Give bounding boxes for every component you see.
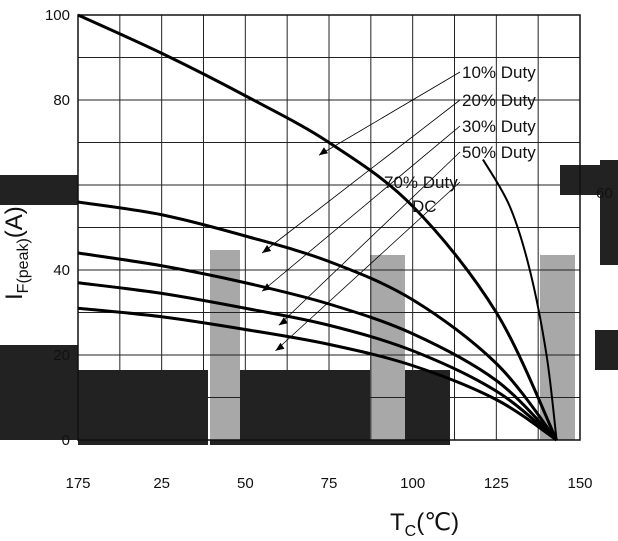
y-tick-label: 20: [53, 347, 70, 364]
x-tick-label: 175: [65, 475, 90, 492]
legend-arrowhead-2: [262, 245, 272, 253]
legend-label-4: 50% Duty: [462, 143, 536, 162]
legend-label-1: 10% Duty: [462, 63, 536, 82]
plot-frame: [77, 14, 581, 441]
series-line-dc: [482, 159, 558, 441]
series-line-4: [77, 281, 558, 442]
x-tick-label: 75: [321, 475, 338, 492]
legend-pointer-1: [318, 71, 461, 156]
x-tick-label: 100: [400, 475, 425, 492]
legend-label-2: 20% Duty: [462, 91, 536, 110]
y-axis-label: IF(peak)(A): [1, 206, 32, 300]
legend-arrowhead-4: [278, 317, 288, 326]
y2-tick-label: 60: [596, 185, 613, 202]
legend-pointer-3: [261, 125, 461, 292]
legend-pointer-2: [261, 99, 461, 254]
artifact-block: [0, 345, 78, 440]
legend-arrowhead-5: [275, 342, 285, 351]
legend-arrowhead-3: [262, 283, 272, 292]
x-tick-label: 25: [153, 475, 170, 492]
series-line-5: [77, 306, 558, 442]
tick-label-layer: 175 25 50 75 100 125 150 0 20 40 80 100: [45, 7, 593, 492]
y-tick-label: 100: [45, 7, 70, 24]
legend-label-3: 30% Duty: [462, 117, 536, 136]
artifact-block: [0, 175, 78, 205]
artifact-layer: [0, 160, 618, 445]
x-tick-label: 50: [237, 475, 254, 492]
series-line-2: [77, 200, 558, 441]
legend-label-6: DC: [412, 197, 437, 216]
x-tick-label: 150: [567, 475, 592, 492]
artifact-block: [600, 160, 618, 265]
series-line-1: [77, 13, 558, 441]
y-tick-label: 80: [53, 92, 70, 109]
legend-arrowhead-1: [318, 147, 328, 156]
legend-pointer-layer: [261, 71, 461, 352]
artifact-block: [595, 330, 618, 370]
series-line-3: [77, 251, 558, 442]
y-tick-label: 0: [62, 432, 70, 449]
grid-layer: [77, 14, 581, 441]
series-layer: [77, 13, 558, 442]
legend-label-5: 70% Duty: [384, 173, 458, 192]
legend-pointer-4: [278, 151, 461, 326]
x-axis-label: TC(℃): [390, 509, 459, 540]
legend-pointer-5: [275, 181, 461, 352]
y-tick-label: 40: [53, 262, 70, 279]
artifact-block: [78, 370, 208, 445]
x-tick-label: 125: [484, 475, 509, 492]
